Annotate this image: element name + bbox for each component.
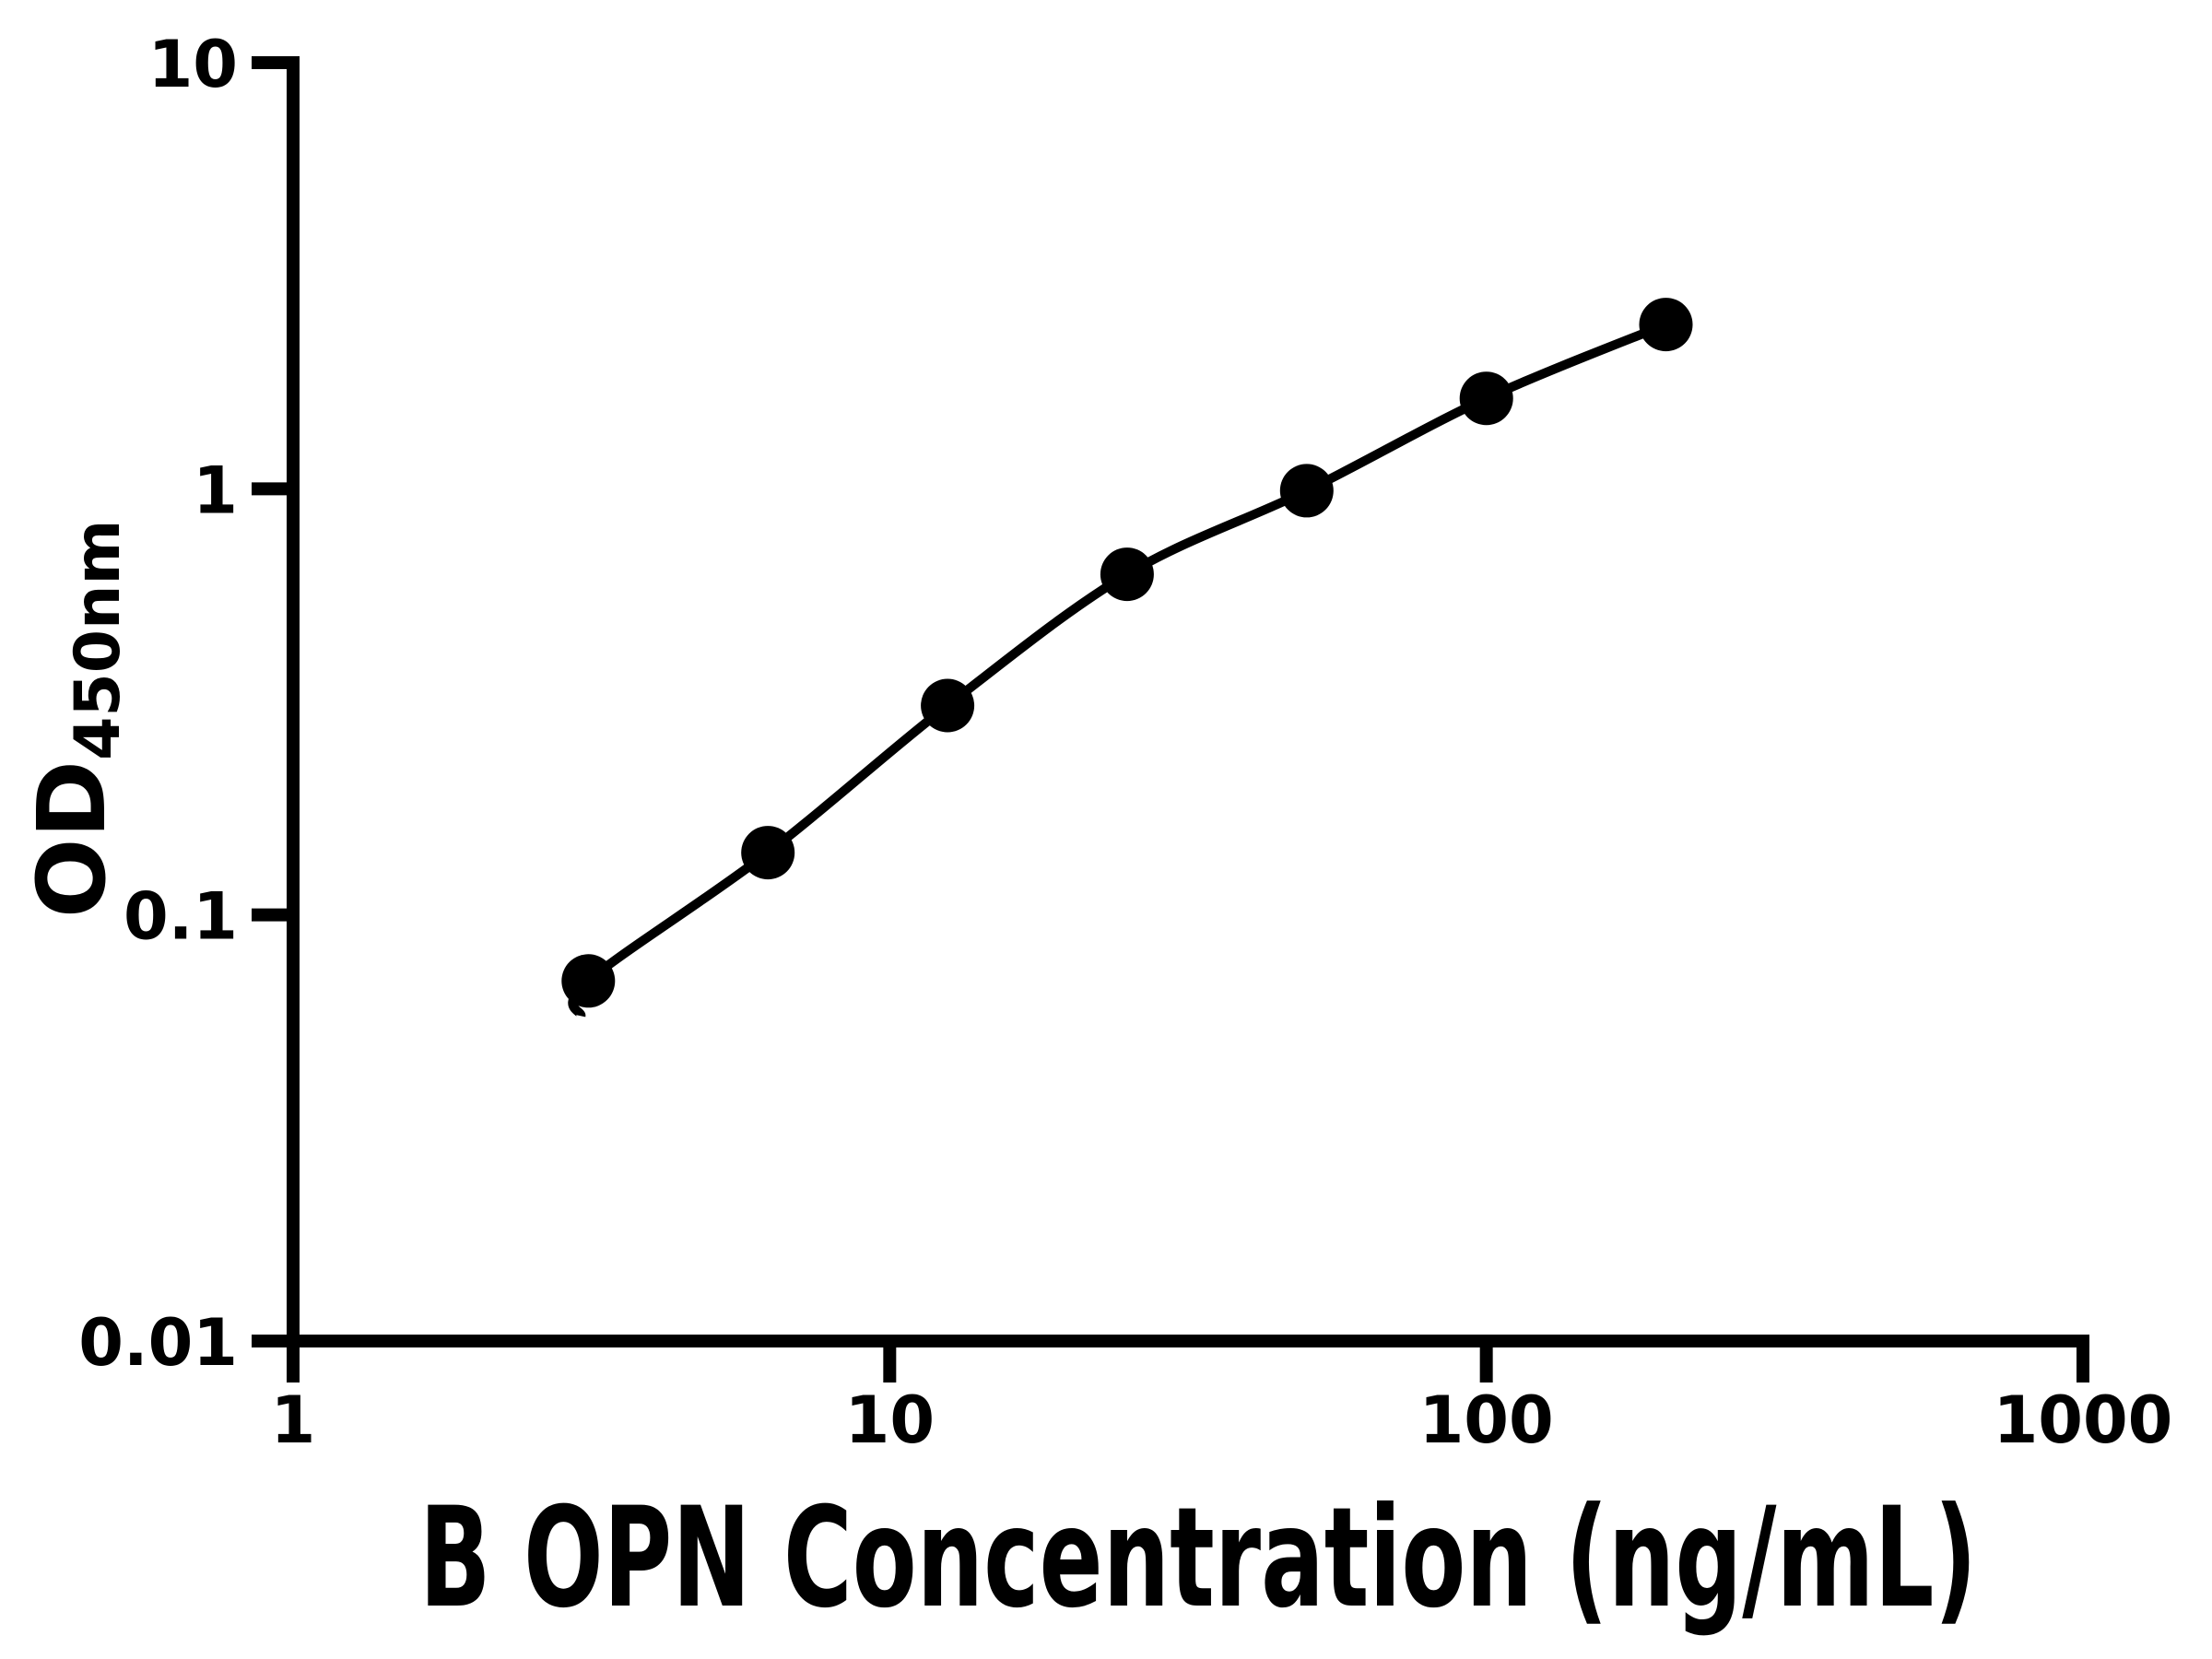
y-axis-title: OD450nm [18,520,135,919]
y-tick-label: 10 [148,27,238,102]
data-point [741,826,795,880]
y-axis-title-main: OD [18,760,127,918]
axis-titles: B OPN Concentration (ng/mL) OD450nm [18,520,1977,1639]
y-axis-title-subscript: 450nm [62,520,135,760]
data-point [1279,464,1334,518]
x-tick-label: 1000 [1994,1382,2173,1458]
data-point [1459,371,1513,426]
y-tick-label: 1 [193,453,238,528]
x-axis-title: B OPN Concentration (ng/mL) [419,1478,1977,1639]
data-point [1639,298,1693,352]
data-point [1100,547,1154,602]
x-tick-label: 1 [271,1382,316,1458]
axes [287,56,2089,1347]
y-tick-label: 0.01 [78,1305,238,1381]
x-tick-label: 10 [845,1382,935,1458]
data-point [561,954,616,1008]
data-points [561,298,1693,1008]
data-point [921,678,975,733]
x-tick-label: 100 [1419,1382,1554,1458]
axis-ticks: 10 1 0.1 0.01 1 10 100 1000 [78,27,2172,1458]
y-tick-label: 0.1 [124,879,238,955]
